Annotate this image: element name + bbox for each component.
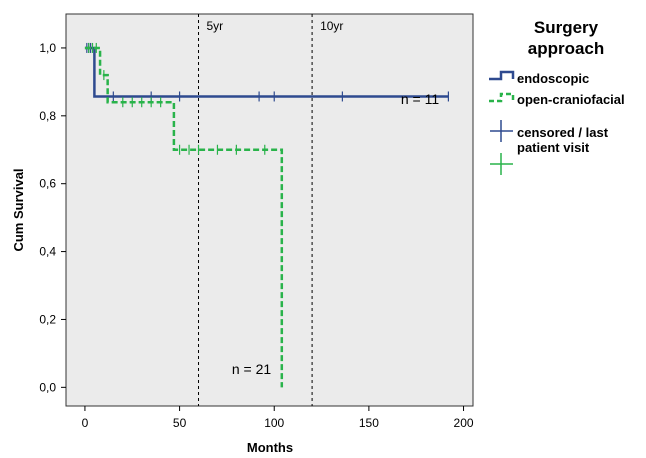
y-tick-label-5: 1,0: [39, 41, 56, 55]
y-tick-label-0: 0,0: [39, 380, 56, 394]
y-tick-label-4: 0,8: [39, 109, 56, 123]
series-line-open-craniofacial: [84, 46, 284, 388]
y-tick-label-1: 0,2: [39, 312, 56, 326]
annotation-1: n = 21: [232, 361, 272, 377]
annotations: n = 11 n = 21: [232, 91, 439, 377]
legend-open-craniofacial-label: open-craniofacial: [517, 92, 625, 107]
reference-line-label-10yr: 10yr: [320, 19, 343, 33]
legend-censored-label-line-1: censored / last: [517, 125, 609, 140]
legend-censored-endoscopic-marker: [490, 120, 513, 142]
legend-title-line-1: Surgery: [534, 18, 599, 37]
reference-lines: 5yr 10yr: [198, 14, 343, 406]
plot-area: [65, 13, 474, 407]
y-tick-label-2: 0,4: [39, 245, 56, 259]
x-tick-label-50: 50: [173, 416, 187, 430]
x-tick-label-100: 100: [264, 416, 284, 430]
legend-censored-label-line-2: patient visit: [517, 140, 590, 155]
y-axis-label: Cum Survival: [11, 168, 26, 251]
legend-endoscopic-swatch: [489, 70, 515, 81]
legend-title-line-2: approach: [528, 39, 605, 58]
x-tick-label-0: 0: [82, 416, 89, 430]
legend-censored-open-craniofacial-marker: [490, 153, 513, 175]
axes: 0 50 100 150 200 0,0 0,2 0,4 0,6 0,8 1,0: [39, 41, 474, 430]
legend-open-craniofacial-swatch: [489, 92, 515, 103]
legend-endoscopic-label: endoscopic: [517, 71, 589, 86]
x-tick-label-200: 200: [454, 416, 474, 430]
series-layer: [84, 42, 449, 388]
legend: Surgery approach endoscopic open-craniof…: [489, 18, 625, 175]
y-tick-label-3: 0,6: [39, 177, 56, 191]
x-tick-label-150: 150: [359, 416, 379, 430]
x-axis-label: Months: [247, 440, 293, 455]
reference-line-label-5yr: 5yr: [207, 19, 224, 33]
annotation-0: n = 11: [401, 91, 439, 107]
